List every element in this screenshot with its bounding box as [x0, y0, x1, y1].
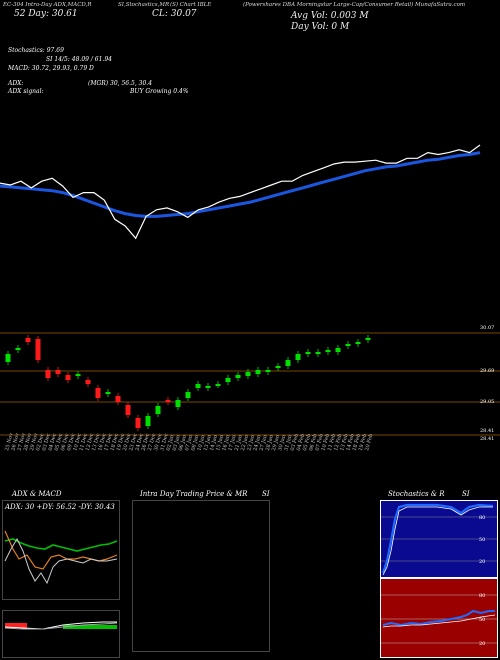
adx-signal-value: BUY Growing 0.4%: [130, 88, 189, 95]
mr-tick-50: 50: [479, 617, 485, 623]
intraday-si-label: SI: [262, 490, 270, 498]
price-tick-label: 28.41: [480, 428, 494, 434]
price-tick-label: 29.69: [480, 368, 494, 374]
intraday-panel-title: Intra Day Trading Price & MR: [140, 490, 247, 498]
moving-average-line: [0, 153, 480, 217]
macd-readout: MACD: 30.72, 29.93, 0.79 D: [8, 65, 94, 72]
adx-orange-line: [5, 531, 117, 569]
stoch-tick-50: 50: [479, 537, 485, 543]
rsi-readout: SI 14/5: 48.09 / 61.94: [46, 56, 112, 63]
header-mid: SI,Stochastics,MR: [118, 2, 169, 8]
mr-tick-20: 20: [479, 641, 485, 647]
close-price: CL: 30.07: [152, 9, 197, 19]
adx-panel-title: ADX & MACD: [12, 490, 62, 498]
header-tag: (S) Chart IBLE: [170, 2, 211, 8]
header-right: (Powershares DBA Morningstar Large-Cap/C…: [243, 2, 465, 8]
avg-volume: Avg Vol: 0.003 M: [291, 11, 369, 21]
adx-legend: ADX: 30 +DY: 56.52 -DY: 30.43: [5, 503, 115, 511]
header-left: EC-304 Intra-Day ADX,MACD,R: [3, 2, 92, 8]
stoch-si-label: SI: [462, 490, 470, 498]
price-tick-label: 28.41: [480, 436, 494, 442]
stoch-tick-20: 20: [479, 559, 485, 565]
stochastics-panel: 80 50 20: [380, 500, 498, 578]
price-tick-label: 29.05: [480, 399, 494, 405]
macd-hist-green: [63, 625, 117, 629]
macd-panel: [2, 610, 120, 658]
mr-chart: 80 50 20: [381, 579, 497, 657]
price-line: [0, 145, 480, 238]
adx-lines: [3, 511, 119, 599]
adx-signal-label: ADX signal:: [8, 88, 44, 95]
adx-label: ADX:: [8, 80, 23, 87]
stoch-panel-title: Stochastics & R: [388, 490, 445, 498]
price-line-chart: [0, 140, 500, 250]
adx-value: (MGR) 30, 56.5, 30.4: [88, 80, 152, 87]
macd-chart: [3, 611, 119, 657]
stochastics-readout: Stochastics: 97.69: [8, 47, 64, 54]
price-52day: 52 Day: 30.61: [14, 9, 78, 19]
adx-panel: ADX: 30 +DY: 56.52 -DY: 30.43: [2, 500, 120, 600]
mr-panel: 80 50 20: [380, 578, 498, 658]
price-tick-label: 30.07: [480, 325, 494, 331]
intraday-panel: [132, 500, 270, 652]
day-volume: Day Vol: 0 M: [291, 22, 349, 32]
mr-tick-80: 80: [479, 593, 485, 599]
stoch-tick-80: 80: [479, 515, 485, 521]
stochastics-chart: 80 50 20: [381, 501, 497, 577]
